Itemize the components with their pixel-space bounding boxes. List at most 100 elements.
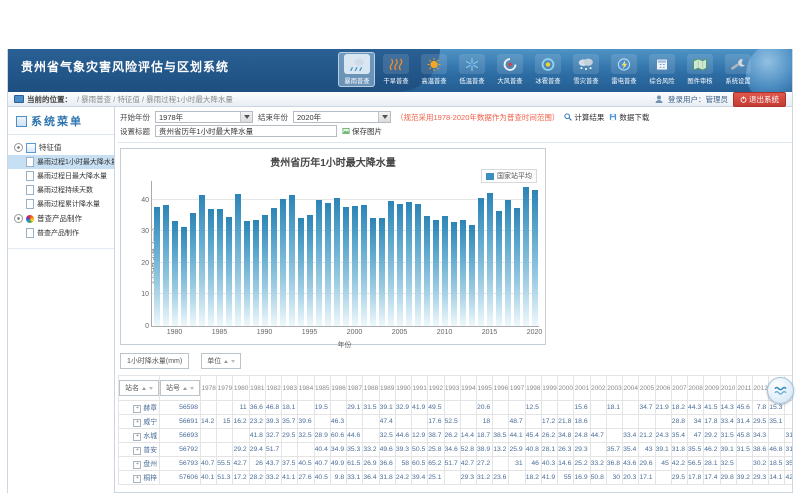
column-header-year[interactable]: 1991 — [412, 376, 428, 401]
tree-group-feature-values[interactable]: 特征值 — [8, 140, 114, 155]
sortable-header-chip[interactable]: 站名 — [119, 380, 159, 396]
column-header-year[interactable]: 1997 — [509, 376, 525, 401]
toolbar-item-settings[interactable]: 系统设置 — [720, 52, 755, 87]
column-header-year[interactable]: 2007 — [671, 376, 687, 401]
column-header-year[interactable]: 1985 — [314, 376, 330, 401]
tree-item-1h-max-precip[interactable]: 暴雨过程1小时最大降水量 — [8, 155, 114, 169]
column-header-year[interactable]: 2011 — [736, 376, 752, 401]
column-header-year[interactable]: 1996 — [493, 376, 509, 401]
column-header-year[interactable]: 2002 — [590, 376, 606, 401]
column-header-year[interactable]: 1995 — [476, 376, 492, 401]
tree-group-census-products[interactable]: 普查产品制作 — [8, 211, 114, 226]
toolbar-item-wind[interactable]: 大风普查 — [492, 52, 527, 87]
column-header-year[interactable]: 2000 — [558, 376, 574, 401]
column-header-year[interactable]: 1982 — [265, 376, 281, 401]
x-tick-label: 2000 — [347, 329, 363, 336]
toolbar-item-lightning[interactable]: 雷电普查 — [606, 52, 641, 87]
toolbar-item-rainstorm[interactable]: 暴雨普查 — [338, 52, 375, 87]
column-header-year[interactable]: 2005 — [639, 376, 655, 401]
toolbar-item-low-temp[interactable]: 低温普查 — [454, 52, 489, 87]
value-cell: 58 — [395, 457, 411, 471]
column-header-year[interactable]: 2004 — [623, 376, 639, 401]
value-cell — [444, 471, 460, 485]
tree-item-cumulative-precip[interactable]: 暴雨过程累计降水量 — [8, 197, 114, 211]
column-header-year[interactable]: 1988 — [363, 376, 379, 401]
sort-desc-icon[interactable] — [190, 387, 194, 390]
column-header-year[interactable]: 1981 — [249, 376, 265, 401]
tree-item-census-product-making[interactable]: 普查产品制作 — [8, 226, 114, 240]
start-year-select[interactable]: 1978年 — [155, 111, 253, 123]
column-header-year[interactable]: 1986 — [330, 376, 346, 401]
column-header-year[interactable]: 1983 — [282, 376, 298, 401]
value-cell — [525, 415, 541, 429]
value-cell: 35.3 — [347, 443, 363, 457]
row-expander-icon[interactable]: + — [133, 405, 141, 413]
column-header-year[interactable]: 1998 — [525, 376, 541, 401]
y-tick-label: 0 — [135, 323, 149, 330]
floating-helper-button[interactable] — [767, 377, 794, 404]
row-expander-icon[interactable]: + — [133, 433, 141, 441]
toolbar-item-high-temp[interactable]: 高温普查 — [416, 52, 451, 87]
column-header-station-name[interactable]: 站名 — [119, 376, 160, 401]
column-header-station-id[interactable]: 站号 — [160, 376, 201, 401]
value-cell: 36.6 — [249, 401, 265, 415]
collapse-toggle-icon[interactable] — [14, 143, 23, 152]
toolbar-item-drought[interactable]: 干旱普查 — [378, 52, 413, 87]
logout-label: 退出系统 — [749, 94, 779, 105]
column-header-year[interactable]: 2009 — [704, 376, 720, 401]
row-expander-icon[interactable]: + — [133, 461, 141, 469]
column-header-year[interactable]: 2008 — [688, 376, 704, 401]
tree-item-duration-days[interactable]: 暴雨过程持续天数 — [8, 183, 114, 197]
column-header-year[interactable]: 1989 — [379, 376, 395, 401]
sort-desc-icon[interactable] — [231, 360, 235, 363]
toolbar-item-label: 暴雨普查 — [344, 77, 369, 86]
collapse-toggle-icon[interactable] — [14, 214, 23, 223]
logout-button[interactable]: 退出系统 — [733, 92, 786, 107]
column-header-year[interactable]: 2001 — [574, 376, 590, 401]
column-header-year[interactable]: 1999 — [541, 376, 557, 401]
value-cell: 42.2 — [671, 457, 687, 471]
download-button[interactable]: 数据下载 — [609, 112, 649, 123]
value-cell: 14.4 — [460, 429, 476, 443]
calculator-icon — [649, 54, 675, 74]
sort-asc-icon[interactable] — [183, 387, 187, 390]
row-expander-icon[interactable]: + — [133, 475, 141, 483]
pivot-field-unit[interactable]: 单位 — [201, 353, 241, 369]
measure-tab[interactable]: 1小时降水量(mm) — [120, 353, 189, 369]
save-image-button[interactable]: 保存图片 — [342, 126, 382, 137]
column-header-year[interactable]: 1987 — [347, 376, 363, 401]
toolbar-item-comprehensive-risk[interactable]: 综合风险 — [644, 52, 679, 87]
chart-bar — [442, 216, 448, 326]
end-year-select[interactable]: 2020年 — [293, 111, 391, 123]
value-cell: 45 — [655, 457, 671, 471]
column-header-year[interactable]: 2010 — [720, 376, 736, 401]
tree-item-daily-max-precip[interactable]: 暴雨过程日最大降水量 — [8, 169, 114, 183]
value-cell: 43.7 — [265, 457, 281, 471]
column-header-year[interactable]: 1980 — [233, 376, 249, 401]
sortable-header-chip[interactable]: 站号 — [160, 380, 200, 396]
toolbar-item-map-review[interactable]: 图件审核 — [682, 52, 717, 87]
column-header-year[interactable]: 2003 — [606, 376, 622, 401]
toolbar-item-snow[interactable]: 雪灾普查 — [568, 52, 603, 87]
column-header-year[interactable]: 1994 — [460, 376, 476, 401]
chart-title-input[interactable] — [155, 125, 337, 137]
dropdown-button[interactable] — [378, 112, 390, 122]
column-header-year[interactable]: 1978 — [201, 376, 217, 401]
row-expander-icon[interactable]: + — [133, 419, 141, 427]
row-expander-icon[interactable]: + — [133, 447, 141, 455]
sort-desc-icon[interactable] — [149, 387, 153, 390]
toolbar-item-hail[interactable]: 冰雹普查 — [530, 52, 565, 87]
column-header-year[interactable]: 2006 — [655, 376, 671, 401]
column-header-year[interactable]: 1979 — [217, 376, 233, 401]
value-cell: 50.8 — [590, 471, 606, 485]
column-header-year[interactable]: 1984 — [298, 376, 314, 401]
sort-asc-icon[interactable] — [224, 360, 228, 363]
sort-asc-icon[interactable] — [142, 387, 146, 390]
dropdown-button[interactable] — [240, 112, 252, 122]
value-cell: 41.5 — [704, 401, 720, 415]
table-row: +赫章565981136.646.818.119.529.131.539.132… — [119, 401, 793, 415]
calculate-button[interactable]: 计算结果 — [564, 112, 604, 123]
column-header-year[interactable]: 1992 — [428, 376, 444, 401]
column-header-year[interactable]: 1993 — [444, 376, 460, 401]
column-header-year[interactable]: 1990 — [395, 376, 411, 401]
